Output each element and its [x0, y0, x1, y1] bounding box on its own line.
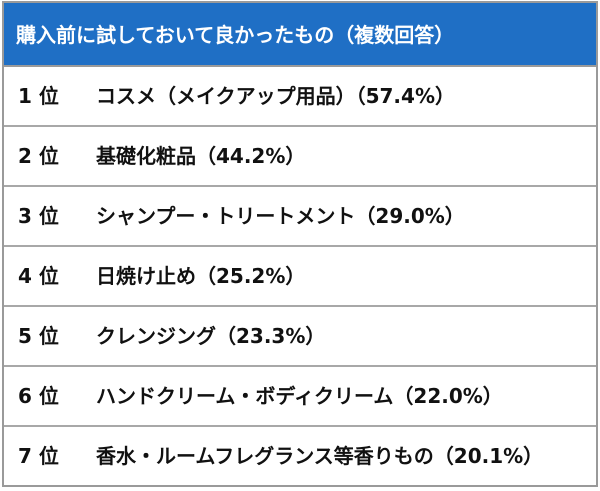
- rank-cell: 3 位: [18, 204, 59, 228]
- item-cell: 香水・ルームフレグランス等香りもの（20.1%）: [96, 444, 544, 468]
- rank-cell: 1 位: [18, 84, 59, 108]
- item-cell: コスメ（メイクアップ用品）（57.4%）: [96, 84, 455, 108]
- table-row: 4 位 日焼け止め（25.2%）: [4, 247, 596, 307]
- rank-cell: 6 位: [18, 384, 59, 408]
- table-row: 1 位 コスメ（メイクアップ用品）（57.4%）: [4, 67, 596, 127]
- table-title: 購入前に試しておいて良かったもの（複数回答）: [4, 3, 596, 67]
- table-row: 7 位 香水・ルームフレグランス等香りもの（20.1%）: [4, 427, 596, 487]
- rank-cell: 2 位: [18, 144, 59, 168]
- item-cell: クレンジング（23.3%）: [96, 324, 326, 348]
- item-cell: シャンプー・トリートメント（29.0%）: [96, 204, 465, 228]
- table-row: 2 位 基礎化粧品（44.2%）: [4, 127, 596, 187]
- item-cell: ハンドクリーム・ボディクリーム（22.0%）: [96, 384, 503, 408]
- rank-cell: 5 位: [18, 324, 59, 348]
- table-row: 6 位 ハンドクリーム・ボディクリーム（22.0%）: [4, 367, 596, 427]
- rank-cell: 4 位: [18, 264, 59, 288]
- table-row: 5 位 クレンジング（23.3%）: [4, 307, 596, 367]
- item-cell: 基礎化粧品（44.2%）: [96, 144, 306, 168]
- table-row: 3 位 シャンプー・トリートメント（29.0%）: [4, 187, 596, 247]
- table-body: 1 位 コスメ（メイクアップ用品）（57.4%） 2 位 基礎化粧品（44.2%） 3 …: [4, 67, 596, 487]
- item-cell: 日焼け止め（25.2%）: [96, 264, 306, 288]
- rank-cell: 7 位: [18, 444, 59, 468]
